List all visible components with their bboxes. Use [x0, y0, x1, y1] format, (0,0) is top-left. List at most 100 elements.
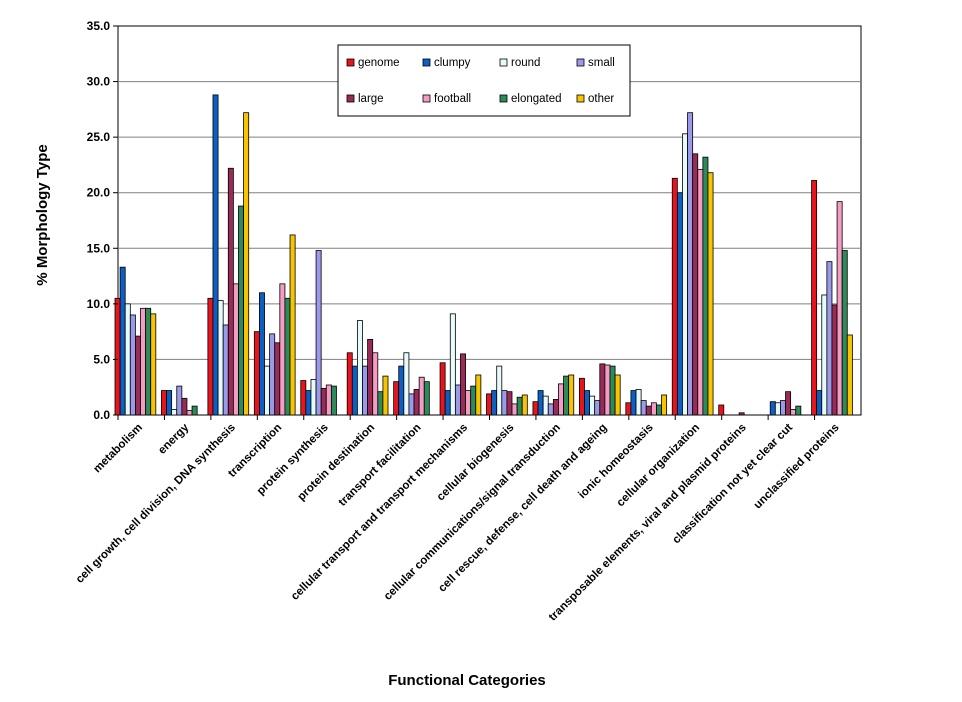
legend-swatch-round — [499, 58, 508, 67]
legend-swatch-clumpy — [422, 58, 431, 67]
bar-elongated — [609, 365, 616, 416]
bar-football — [650, 402, 657, 416]
y-tick-label: 10.0 — [87, 297, 111, 311]
bar-small — [176, 385, 183, 416]
legend-label-other: other — [588, 93, 614, 105]
bar-small — [780, 400, 786, 416]
bar-football — [279, 283, 286, 416]
bar-clumpy — [212, 94, 219, 416]
bar-football — [140, 307, 147, 416]
bar-round — [774, 402, 781, 416]
bars — [114, 94, 853, 416]
x-tick-label: protein destination — [296, 422, 378, 504]
bar-large — [367, 339, 374, 416]
legend-swatch-small — [576, 58, 585, 67]
bar-large — [227, 167, 234, 416]
bar-large — [645, 405, 652, 416]
bar-round — [821, 294, 828, 416]
bar-round — [264, 365, 271, 416]
bar-elongated — [841, 250, 848, 416]
bar-small — [640, 400, 647, 416]
bar-elongated — [563, 375, 570, 416]
bar-football — [418, 376, 425, 416]
bar-large — [785, 391, 792, 416]
bar-small — [362, 365, 368, 416]
bar-small — [315, 250, 322, 416]
bar-genome — [253, 331, 260, 416]
bar-other — [243, 112, 250, 416]
y-tick-label: 25.0 — [87, 130, 111, 144]
bar-football — [325, 384, 332, 416]
legend-label-genome: genome — [358, 57, 400, 69]
bar-football — [790, 409, 797, 416]
bar-elongated — [284, 297, 291, 416]
bar-football — [836, 201, 843, 416]
bar-large — [599, 363, 606, 416]
bar-clumpy — [491, 390, 498, 416]
bar-clumpy — [119, 266, 126, 416]
bar-small — [501, 390, 508, 416]
legend-swatch-large — [346, 94, 355, 103]
bar-round — [449, 313, 456, 416]
legend-label-football: football — [434, 93, 471, 105]
x-tick-label: unclassified proteins — [752, 422, 842, 512]
bar-clumpy — [305, 390, 312, 416]
bar-large — [135, 335, 141, 416]
x-tick-label: cellular biogenesis — [435, 422, 517, 504]
bar-other — [614, 374, 621, 416]
bar-genome — [300, 380, 307, 416]
bar-football — [604, 364, 611, 416]
bar-clumpy — [259, 292, 265, 416]
legend-swatch-football — [422, 94, 431, 103]
bar-other — [521, 394, 528, 416]
y-tick-label: 20.0 — [87, 186, 111, 200]
bar-genome — [393, 381, 400, 416]
bar-elongated — [191, 405, 198, 416]
bar-elongated — [423, 381, 430, 416]
bar-genome — [532, 401, 539, 416]
x-tick-label: cellular organization — [615, 422, 703, 510]
bar-clumpy — [351, 365, 358, 416]
x-tick-label: cell growth, cell division, DNA synthesi… — [74, 422, 238, 586]
y-axis: 0.0 5.0 10.0 15.0 20.0 25.0 30.0 35.0 — [87, 19, 118, 422]
bar-football — [372, 352, 379, 416]
legend-label-clumpy: clumpy — [434, 57, 471, 69]
legend-swatch-other — [576, 94, 585, 103]
bar-football — [465, 390, 472, 416]
y-tick-label: 30.0 — [87, 75, 111, 89]
bar-round — [682, 133, 688, 416]
bar-round — [310, 379, 317, 416]
bar-other — [382, 375, 389, 416]
bar-small — [687, 112, 694, 416]
bar-round — [496, 365, 503, 416]
x-tick-label: metabolism — [91, 422, 145, 476]
legend-swatch-elongated — [499, 94, 508, 103]
bar-large — [692, 153, 699, 416]
bar-small — [408, 393, 415, 416]
bar-round — [356, 320, 363, 416]
legend: genome clumpy round small large football elong… — [337, 44, 631, 117]
bar-other — [846, 334, 853, 416]
bar-large — [181, 397, 188, 416]
bar-football — [186, 410, 193, 416]
legend-swatch-genome — [346, 58, 355, 67]
y-axis-title: % Morphology Type — [34, 144, 51, 285]
bar-football — [232, 283, 239, 416]
bar-genome — [486, 393, 492, 416]
bar-genome — [114, 297, 121, 416]
bar-round — [124, 303, 131, 416]
bar-genome — [671, 177, 678, 416]
bar-large — [738, 412, 745, 416]
bar-genome — [161, 390, 167, 416]
bar-clumpy — [166, 390, 173, 416]
bar-clumpy — [584, 390, 590, 416]
bar-other — [661, 394, 668, 416]
bar-clumpy — [676, 192, 683, 416]
x-tick-label: cellular transport and transport mechani… — [289, 422, 470, 603]
bar-small — [826, 261, 833, 416]
legend-label-large: large — [358, 93, 384, 105]
bar-small — [222, 324, 229, 416]
bar-large — [274, 342, 281, 416]
bar-elongated — [795, 405, 802, 416]
bar-football — [511, 403, 518, 416]
